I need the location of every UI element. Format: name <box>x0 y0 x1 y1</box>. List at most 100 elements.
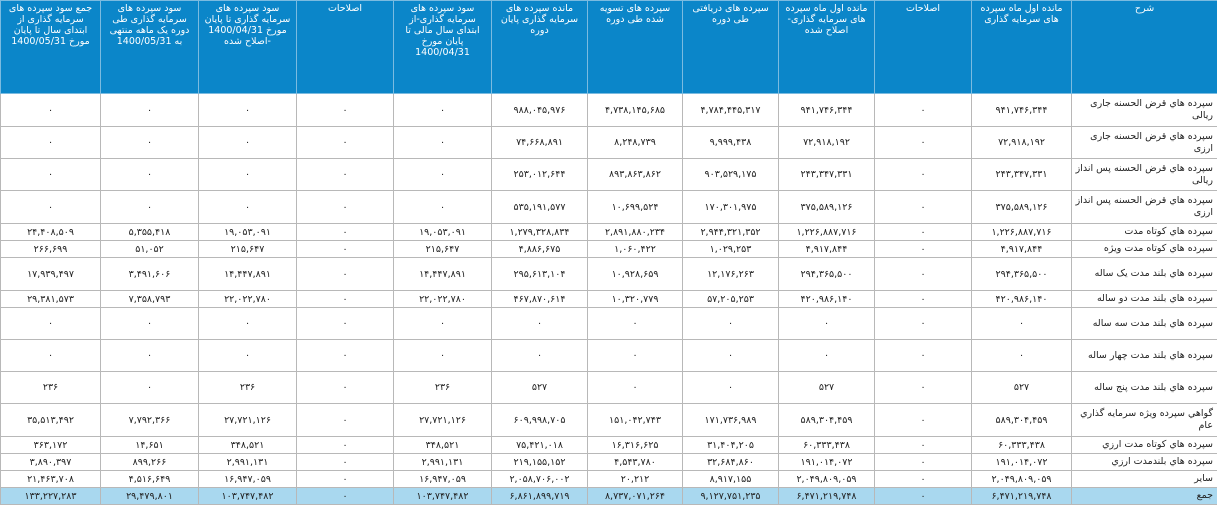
table-row: سپرده هاي کوتاه مدت ارزي ۶۰,۳۳۳,۴۳۸ ۰ ۶۰… <box>0 436 1217 454</box>
cell: ۹۴۱,۷۴۶,۳۴۴ <box>971 93 1072 127</box>
cell: ۰ <box>874 126 972 159</box>
header-settled-deposits: سپرده های تسویه شده طی دوره <box>587 0 683 94</box>
cell: ۱۲,۱۷۶,۲۶۳ <box>682 257 779 291</box>
cell: ۲۷,۷۲۱,۱۲۶ <box>393 403 492 437</box>
cell: ۵,۳۵۵,۴۱۸ <box>100 223 199 241</box>
cell: ۷,۳۵۸,۷۹۳ <box>100 290 199 308</box>
cell: ۴,۵۴۳,۷۸۰ <box>587 453 683 471</box>
deposits-table: شرح مانده اول ماه سپرده های سرمایه گذاری… <box>0 0 1217 505</box>
cell: ۰ <box>874 436 972 454</box>
cell: ۳۲,۶۸۴,۸۶۰ <box>682 453 779 471</box>
cell: ۰ <box>874 453 972 471</box>
cell: ۰ <box>874 93 972 127</box>
cell: ۰ <box>874 240 972 258</box>
header-description: شرح <box>1071 0 1217 94</box>
cell: ۱۴,۴۴۷,۸۹۱ <box>393 257 492 291</box>
cell: ۰ <box>296 470 394 488</box>
cell: ۰ <box>971 307 1072 340</box>
table-row: سپرده هاي کوتاه مدت ۱,۲۲۶,۸۸۷,۷۱۶ ۰ ۱,۲۲… <box>0 223 1217 241</box>
cell: ۱۹۱,۰۱۴,۰۷۲ <box>971 453 1072 471</box>
cell: ۰ <box>296 223 394 241</box>
cell: ۱,۰۶۰,۴۲۲ <box>587 240 683 258</box>
cell: ۰ <box>198 158 297 191</box>
cell: ۰ <box>100 307 199 340</box>
cell: ۰ <box>491 307 588 340</box>
total-cell: ۱۰۳,۷۴۷,۴۸۲ <box>198 487 297 505</box>
total-cell: ۱۳۳,۲۲۷,۲۸۳ <box>0 487 101 505</box>
cell: ۴,۵۱۶,۶۴۹ <box>100 470 199 488</box>
table-row: سپرده هاي قرض الحسنه جاری ریالی ۹۴۱,۷۴۶,… <box>0 93 1217 127</box>
cell: ۱۷۱,۷۳۶,۹۸۹ <box>682 403 779 437</box>
table-row: سپرده هاي بلند مدت سه ساله ۰ ۰ ۰ ۰ ۰ ۰ ۰… <box>0 307 1217 340</box>
cell: ۱۶,۹۴۷,۰۵۹ <box>393 470 492 488</box>
cell: ۷,۷۹۲,۳۶۶ <box>100 403 199 437</box>
row-label: سپرده هاي قرض الحسنه پس انداز ریالی <box>1071 158 1217 191</box>
cell: ۴,۷۳۸,۱۴۵,۶۸۵ <box>587 93 683 127</box>
cell: ۷۲,۹۱۸,۱۹۲ <box>971 126 1072 159</box>
cell: ۰ <box>198 126 297 159</box>
cell: ۲۰,۲۱۲ <box>587 470 683 488</box>
cell: ۰ <box>296 126 394 159</box>
cell: ۰ <box>393 158 492 191</box>
cell: ۰ <box>393 339 492 372</box>
cell: ۱۶,۳۱۶,۶۲۵ <box>587 436 683 454</box>
table-row: سپرده هاي بلند مدت پنج ساله ۵۲۷ ۰ ۵۲۷ ۰ … <box>0 371 1217 404</box>
cell: ۰ <box>296 290 394 308</box>
cell: ۲۱,۴۶۳,۷۰۸ <box>0 470 101 488</box>
cell: ۷۵,۴۲۱,۰۱۸ <box>491 436 588 454</box>
cell: ۲۱۹,۱۵۵,۱۵۲ <box>491 453 588 471</box>
cell: ۰ <box>296 307 394 340</box>
cell: ۰ <box>0 158 101 191</box>
table-row: سپرده هاي قرض الحسنه پس انداز ریالی ۲۴۳,… <box>0 158 1217 191</box>
cell: ۷۲,۹۱۸,۱۹۲ <box>778 126 875 159</box>
cell: ۰ <box>778 307 875 340</box>
cell: ۰ <box>874 339 972 372</box>
cell: ۵۷,۲۰۵,۲۵۳ <box>682 290 779 308</box>
cell: ۱۹,۰۵۳,۰۹۱ <box>393 223 492 241</box>
cell: ۲۳۶ <box>0 371 101 404</box>
row-label: سپرده هاي بلند مدت دو ساله <box>1071 290 1217 308</box>
cell: ۹۴۱,۷۴۶,۳۴۴ <box>778 93 875 127</box>
cell: ۲,۹۴۴,۳۲۱,۳۵۲ <box>682 223 779 241</box>
row-label: سپرده هاي کوتاه مدت ویژه <box>1071 240 1217 258</box>
cell: ۱۹,۰۵۳,۰۹۱ <box>198 223 297 241</box>
cell: ۳۵,۵۱۳,۴۹۲ <box>0 403 101 437</box>
cell: ۵۲۷ <box>778 371 875 404</box>
cell: ۲۳۶ <box>393 371 492 404</box>
table-row: سپرده هاي قرض الحسنه پس انداز ارزی ۳۷۵,۵… <box>0 190 1217 224</box>
cell: ۱۴,۴۴۷,۸۹۱ <box>198 257 297 291</box>
cell: ۲,۰۴۹,۸۰۹,۰۵۹ <box>778 470 875 488</box>
cell: ۷۴,۶۶۸,۸۹۱ <box>491 126 588 159</box>
header-profit-month: سود سپرده های سرمایه گذاری طی دوره یک ما… <box>100 0 199 94</box>
header-adjustments: اصلاحات <box>874 0 972 94</box>
total-cell: ۰ <box>296 487 394 505</box>
header-profit-total: جمع سود سپرده های سرمایه گذاری از ابتدای… <box>0 0 101 94</box>
cell: ۵۸۹,۳۰۴,۴۵۹ <box>971 403 1072 437</box>
cell: ۱۰,۹۲۸,۶۵۹ <box>587 257 683 291</box>
cell: ۸,۹۱۷,۱۵۵ <box>682 470 779 488</box>
cell: ۲,۰۵۸,۷۰۶,۰۰۲ <box>491 470 588 488</box>
cell: ۲,۹۹۱,۱۳۱ <box>198 453 297 471</box>
cell: ۰ <box>393 307 492 340</box>
cell: ۱۰,۶۹۹,۵۲۴ <box>587 190 683 224</box>
cell: ۱,۲۲۶,۸۸۷,۷۱۶ <box>778 223 875 241</box>
total-cell: ۶,۸۶۱,۸۹۹,۷۱۹ <box>491 487 588 505</box>
total-cell: ۱۰۳,۷۴۷,۴۸۲ <box>393 487 492 505</box>
cell: ۰ <box>296 403 394 437</box>
cell: ۰ <box>296 453 394 471</box>
table-row: سپرده هاي بلندمدت ارزي ۱۹۱,۰۱۴,۰۷۲ ۰ ۱۹۱… <box>0 453 1217 471</box>
cell: ۳۷۵,۵۸۹,۱۲۶ <box>971 190 1072 224</box>
cell: ۰ <box>100 93 199 127</box>
cell: ۰ <box>874 470 972 488</box>
cell: ۲۹۵,۶۱۳,۱۰۴ <box>491 257 588 291</box>
cell: ۴۲۰,۹۸۶,۱۴۰ <box>971 290 1072 308</box>
row-label: سپرده هاي بلند مدت چهار ساله <box>1071 339 1217 372</box>
table-row: سپرده هاي قرض الحسنه جاری ارزی ۷۲,۹۱۸,۱۹… <box>0 126 1217 159</box>
row-label: سپرده هاي قرض الحسنه پس انداز ارزی <box>1071 190 1217 224</box>
row-label: سپرده هاي بلند مدت یک ساله <box>1071 257 1217 291</box>
total-cell: ۸,۷۳۷,۰۷۱,۲۶۴ <box>587 487 683 505</box>
total-cell: ۲۹,۴۷۹,۸۰۱ <box>100 487 199 505</box>
cell: ۱,۲۲۶,۸۸۷,۷۱۶ <box>971 223 1072 241</box>
cell: ۳,۴۹۱,۶۰۶ <box>100 257 199 291</box>
cell: ۱,۰۲۹,۲۵۳ <box>682 240 779 258</box>
